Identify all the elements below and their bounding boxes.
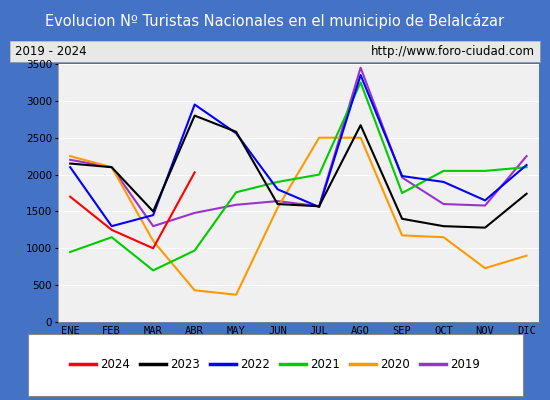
Text: Evolucion Nº Turistas Nacionales en el municipio de Belalcázar: Evolucion Nº Turistas Nacionales en el m… <box>46 13 504 29</box>
Text: 2019 - 2024: 2019 - 2024 <box>15 45 87 58</box>
Legend: 2024, 2023, 2022, 2021, 2020, 2019: 2024, 2023, 2022, 2021, 2020, 2019 <box>65 354 485 376</box>
Text: http://www.foro-ciudad.com: http://www.foro-ciudad.com <box>371 45 535 58</box>
